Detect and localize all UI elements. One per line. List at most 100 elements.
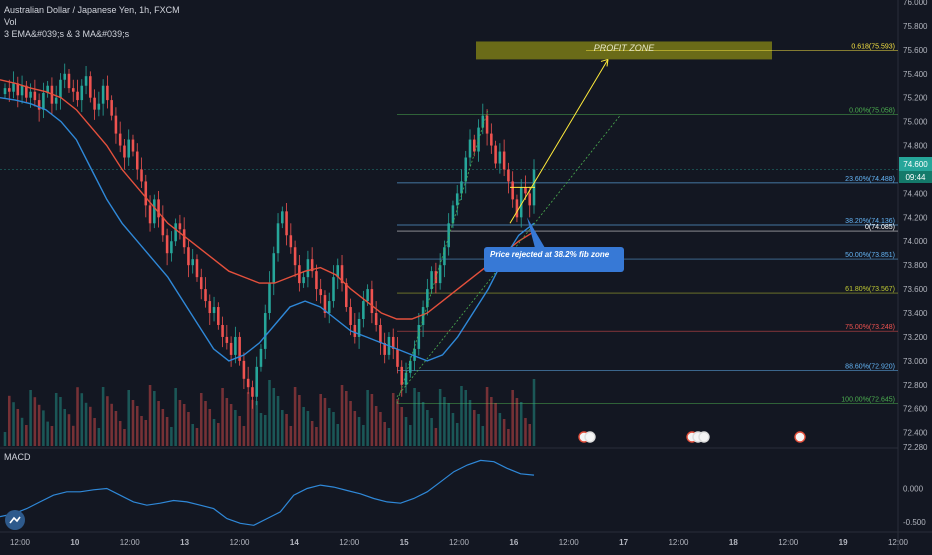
price-tick-label: 73.000 [903,357,928,366]
event-marker-icon [698,431,710,443]
candle-body [443,247,446,266]
annotation-callout[interactable]: Price rejected at 38.2% fib zone [484,247,624,272]
moving-average-legend[interactable]: 3 EMA&#039;s & 3 MA&#039;s [4,29,130,39]
candle-body [118,133,122,146]
candle-body [229,342,233,355]
volume-bar [268,380,271,446]
candle-body [404,372,408,385]
macd-line [0,459,535,526]
volume-bar [20,417,24,446]
candle-body [421,307,425,325]
volume-bar [490,397,493,446]
volume-bar [383,422,386,446]
candle-body [426,289,429,308]
volume-bar [396,399,399,446]
candle-countdown-tag: 09:44 [899,171,932,183]
candle-body [225,336,229,343]
volume-bar [170,427,173,446]
volume-bar [340,385,344,446]
price-tick-label: 75.200 [903,94,928,103]
time-tick-label: 12:00 [449,538,470,547]
volume-bar [217,423,220,446]
price-tick-label: 75.600 [903,46,928,55]
volume-bar [242,426,246,446]
candle-body [67,73,71,89]
volume-bar [434,428,438,446]
volume-bar [67,414,71,446]
candle-body [485,115,489,134]
candle-body [524,187,527,194]
candle-body [374,313,378,325]
candle-body [29,91,32,98]
candle-body [263,313,267,349]
candle-body [451,205,455,224]
price-tick-label: 73.800 [903,261,928,270]
price-tick-label: 74.800 [903,142,928,151]
candle-body [336,265,340,278]
candle-body [455,193,459,206]
volume-bar [285,414,288,446]
candle-body [396,348,399,367]
volume-bar [123,429,126,446]
macd-label[interactable]: MACD [4,452,31,462]
time-tick-label: 13 [180,538,189,547]
price-tick-label: 72.280 [903,443,928,452]
logo-icon [9,516,21,524]
candle-body [80,85,84,101]
volume-bar [310,421,314,446]
candle-body [33,91,37,101]
volume-bar [234,410,237,446]
volume-bar [54,393,58,446]
candle-body [217,307,220,325]
candle-body [259,348,263,367]
candle-body [110,100,113,116]
candle-body [148,205,152,224]
volume-bar [16,409,20,446]
time-tick-label: 12:00 [559,538,580,547]
price-tick-label: 72.400 [903,429,928,438]
volume-bar [298,395,301,446]
candle-body [370,289,374,314]
candle-body [165,235,169,254]
volume-bar [182,404,186,446]
candle-body [272,253,276,284]
candle-body [97,103,101,110]
candle-body [332,277,335,302]
event-marker-icon [584,431,596,443]
time-tick-label: 17 [619,538,628,547]
volume-bar [3,432,7,446]
volume-bar [417,392,421,446]
volume-bar [460,386,463,446]
last-price-tag: 74.600 [899,157,932,171]
volume-bar [528,424,532,446]
volume-bar [246,392,250,446]
candle-body [319,289,322,296]
volume-bar [464,390,468,446]
candle-body [323,295,327,314]
price-tick-label: 74.000 [903,237,928,246]
fib-level-label: 88.60%(72.920) [845,363,895,370]
volume-bar [374,406,378,446]
candle-body [268,283,271,314]
tradingview-logo[interactable] [5,510,25,530]
candle-body [208,301,212,314]
volume-bar [63,409,67,446]
candle-body [3,88,7,95]
candle-body [276,223,280,254]
candle-body [281,211,284,224]
candle-body [251,387,254,397]
volume-bar [84,402,88,446]
price-tick-label: 73.600 [903,285,928,294]
candle-body [417,324,421,349]
candle-body [234,336,237,355]
volume-legend[interactable]: Vol [4,17,17,27]
candle-body [199,277,203,290]
candle-body [212,307,216,314]
volume-bar [370,394,374,446]
profit-zone-label[interactable]: PROFIT ZONE [593,43,655,53]
symbol-title[interactable]: Australian Dollar / Japanese Yen, 1h, FX… [4,5,180,15]
volume-bar [135,406,139,446]
volume-bar [468,400,472,446]
